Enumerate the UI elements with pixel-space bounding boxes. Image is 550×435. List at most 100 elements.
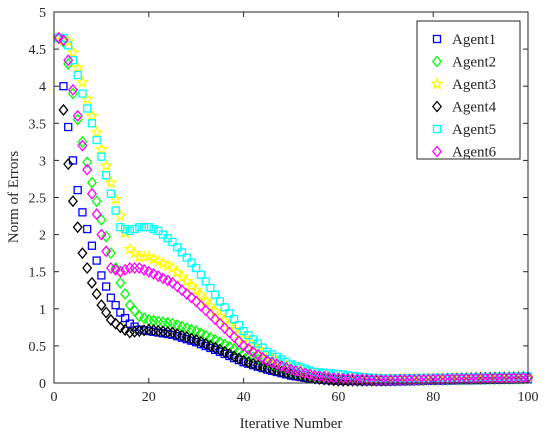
data-point — [135, 223, 144, 232]
data-point — [92, 135, 101, 145]
legend-marker — [430, 76, 444, 90]
legend-item-agent6: Agent6 — [431, 145, 497, 161]
data-point — [211, 290, 220, 299]
data-point — [272, 352, 281, 362]
data-point — [124, 326, 135, 339]
data-point — [85, 108, 99, 122]
data-point — [77, 135, 88, 148]
data-point — [475, 372, 486, 385]
data-point — [97, 271, 106, 280]
data-point — [409, 373, 420, 386]
data-point — [206, 283, 215, 293]
data-point — [72, 221, 83, 234]
data-point — [59, 82, 68, 91]
data-point — [105, 313, 116, 326]
data-point — [205, 308, 216, 321]
data-point — [177, 248, 187, 257]
data-point — [120, 313, 130, 323]
data-point — [380, 374, 391, 387]
data-point — [200, 329, 211, 342]
data-point — [120, 323, 131, 336]
x-tick-label: 80 — [426, 390, 440, 405]
legend-label: Agent4 — [452, 100, 497, 116]
data-point — [53, 31, 64, 44]
data-point — [139, 223, 149, 232]
y-tick-label: 0 — [39, 377, 46, 392]
legend-label: Agent1 — [452, 32, 496, 48]
data-point — [437, 373, 448, 386]
data-point — [195, 327, 206, 340]
data-point — [194, 288, 208, 302]
legend-item-agent4: Agent4 — [431, 100, 497, 116]
data-point — [64, 41, 73, 50]
y-tick-label: 3 — [39, 154, 46, 169]
data-point — [96, 299, 107, 312]
data-point — [195, 299, 206, 312]
data-point — [233, 335, 244, 348]
data-point — [168, 237, 177, 247]
data-point — [162, 274, 173, 287]
data-point — [413, 373, 425, 386]
data-point — [116, 308, 125, 317]
legend-item-agent5: Agent5 — [432, 122, 496, 138]
data-point — [101, 245, 112, 258]
data-point — [124, 261, 135, 275]
data-point — [252, 348, 263, 361]
data-point — [191, 295, 202, 308]
data-point — [258, 343, 267, 352]
data-point — [229, 350, 240, 363]
data-point — [182, 253, 191, 262]
data-point — [82, 261, 93, 275]
data-point — [78, 89, 87, 98]
data-point — [101, 171, 111, 180]
legend-marker — [431, 55, 443, 68]
data-point — [233, 352, 244, 365]
data-point — [64, 122, 73, 132]
data-point — [215, 297, 225, 306]
data-point — [63, 54, 74, 67]
data-point — [83, 224, 92, 234]
data-point — [181, 287, 192, 300]
data-point — [101, 306, 112, 319]
data-point — [77, 139, 88, 152]
legend-label: Agent6 — [452, 145, 497, 161]
data-point — [104, 175, 118, 189]
data-point — [172, 280, 183, 293]
data-point — [428, 373, 439, 386]
data-point — [139, 324, 150, 337]
data-point — [461, 372, 472, 385]
legend-item-agent3: Agent3 — [430, 76, 496, 93]
data-point — [225, 309, 234, 318]
legend-marker — [431, 145, 443, 158]
data-point — [210, 313, 221, 326]
data-point — [89, 125, 104, 139]
data-point — [248, 345, 259, 358]
data-point — [210, 333, 221, 346]
data-point — [432, 373, 443, 386]
data-point — [214, 317, 225, 330]
x-axis-label: Iterative Number — [240, 416, 343, 432]
y-tick-label: 2.5 — [29, 192, 47, 207]
x-tick-label: 40 — [237, 390, 251, 405]
data-point — [101, 230, 112, 243]
data-point — [390, 373, 401, 386]
data-point — [116, 223, 125, 232]
data-point — [92, 256, 101, 265]
data-point — [442, 373, 453, 386]
data-point — [399, 373, 410, 386]
x-tick-label: 100 — [518, 390, 539, 405]
legend-marker — [432, 124, 442, 134]
data-point — [176, 284, 188, 297]
legend-item-agent2: Agent2 — [431, 55, 496, 71]
data-point — [77, 247, 88, 260]
data-point — [101, 282, 111, 291]
data-point — [87, 241, 97, 250]
y-tick-label: 1.5 — [29, 266, 47, 281]
data-point — [58, 34, 69, 47]
data-point — [72, 109, 83, 122]
data-point — [191, 325, 202, 338]
data-point — [91, 195, 102, 208]
legend-label: Agent5 — [452, 122, 496, 138]
axis-ticks: 0 20 40 60 80 100 0 0.5 1 1.5 2 2.5 3 3.5 4 4.5 5 — [29, 6, 539, 405]
legend-marker — [431, 100, 443, 113]
